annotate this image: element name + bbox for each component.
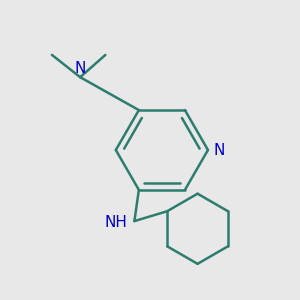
Text: NH: NH xyxy=(104,215,127,230)
Text: N: N xyxy=(74,61,86,76)
Text: N: N xyxy=(213,142,225,158)
